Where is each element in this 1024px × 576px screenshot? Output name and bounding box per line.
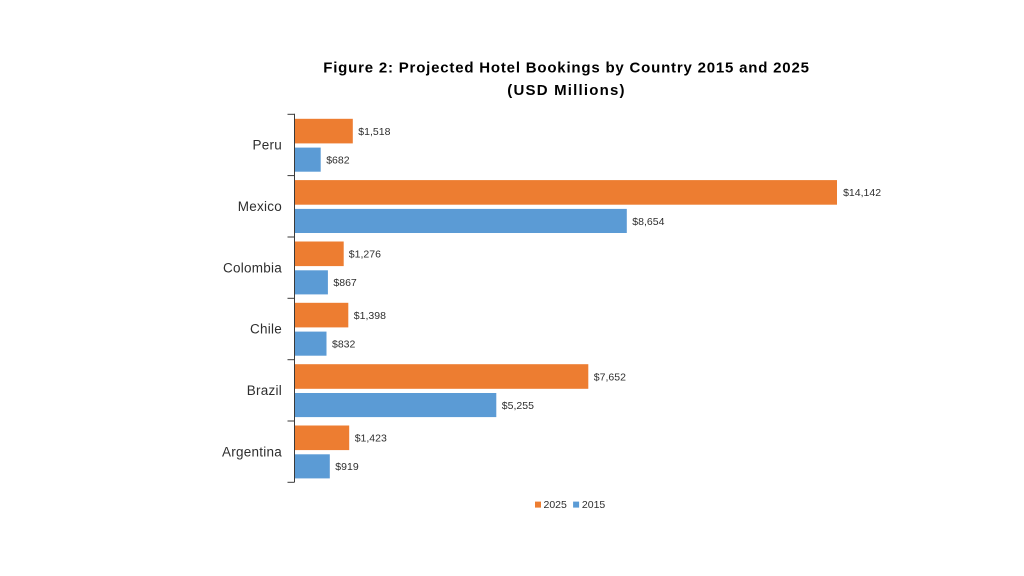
svg-text:Brazil: Brazil — [247, 383, 282, 398]
svg-text:(USD Millions): (USD Millions) — [507, 82, 625, 99]
svg-text:2025: 2025 — [544, 499, 568, 511]
svg-text:Mexico: Mexico — [238, 199, 282, 214]
svg-text:Chile: Chile — [250, 322, 282, 337]
svg-text:Figure 2: Projected Hotel Book: Figure 2: Projected Hotel Bookings by Co… — [323, 60, 809, 77]
svg-text:$1,398: $1,398 — [354, 310, 386, 322]
svg-text:$14,142: $14,142 — [843, 187, 881, 199]
svg-text:$1,276: $1,276 — [349, 249, 381, 261]
svg-text:$1,423: $1,423 — [355, 433, 387, 445]
svg-text:$5,255: $5,255 — [502, 400, 534, 412]
svg-text:$7,652: $7,652 — [594, 371, 626, 383]
svg-text:Argentina: Argentina — [222, 444, 282, 459]
svg-text:Peru: Peru — [252, 138, 282, 153]
svg-text:$867: $867 — [333, 277, 357, 289]
svg-text:Colombia: Colombia — [223, 260, 282, 275]
svg-text:2015: 2015 — [582, 499, 606, 511]
svg-text:$682: $682 — [326, 155, 350, 167]
svg-text:$919: $919 — [335, 461, 359, 473]
svg-text:$1,518: $1,518 — [358, 126, 390, 138]
svg-text:$8,654: $8,654 — [632, 216, 664, 228]
svg-text:$832: $832 — [332, 339, 356, 351]
